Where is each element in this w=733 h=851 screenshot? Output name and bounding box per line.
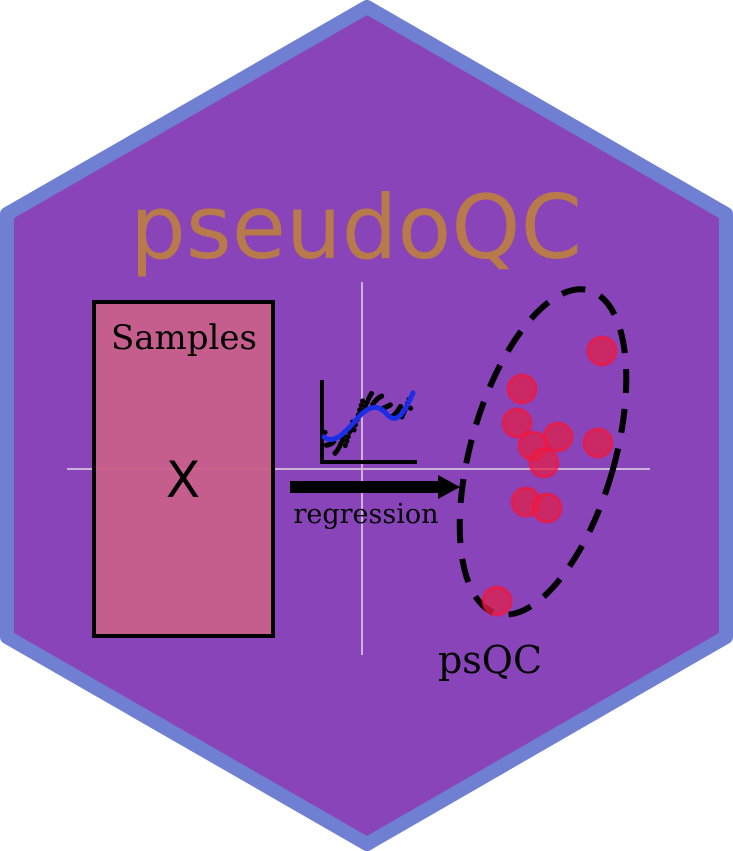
- psqc-point: [481, 585, 513, 617]
- psqc-point: [528, 447, 560, 479]
- regression-label: regression: [293, 499, 438, 530]
- regression-arrow: [290, 475, 460, 499]
- psqc-point: [582, 427, 614, 459]
- mini-plot-point: [345, 434, 351, 440]
- mini-plot-point: [368, 390, 374, 397]
- mini-plot-point: [358, 402, 364, 408]
- mini-regression-plot: [320, 380, 417, 464]
- samples-label: Samples: [111, 318, 257, 358]
- samples-box: Samples X: [92, 300, 275, 638]
- psqc-label: psQC: [438, 638, 542, 682]
- x-mark: X: [166, 451, 200, 509]
- mini-plot-point: [387, 402, 393, 408]
- mini-plot-point: [351, 427, 357, 433]
- mini-plot-point: [322, 429, 328, 435]
- psqc-points: [481, 335, 618, 617]
- psqc-point: [506, 373, 538, 405]
- psqc-point: [586, 335, 618, 367]
- psqc-point: [501, 407, 533, 439]
- mini-plot-point: [360, 398, 366, 404]
- mini-plot-point: [344, 438, 350, 444]
- mini-plot-point: [379, 393, 385, 399]
- logo-title: pseudoQC: [130, 176, 582, 279]
- psqc-cluster-ellipse: [456, 286, 630, 618]
- fit-curve: [321, 390, 416, 442]
- psqc-point: [531, 492, 563, 524]
- mini-plot-point: [397, 403, 403, 410]
- mini-plot-point: [342, 442, 348, 448]
- mini-plot-point: [408, 405, 414, 411]
